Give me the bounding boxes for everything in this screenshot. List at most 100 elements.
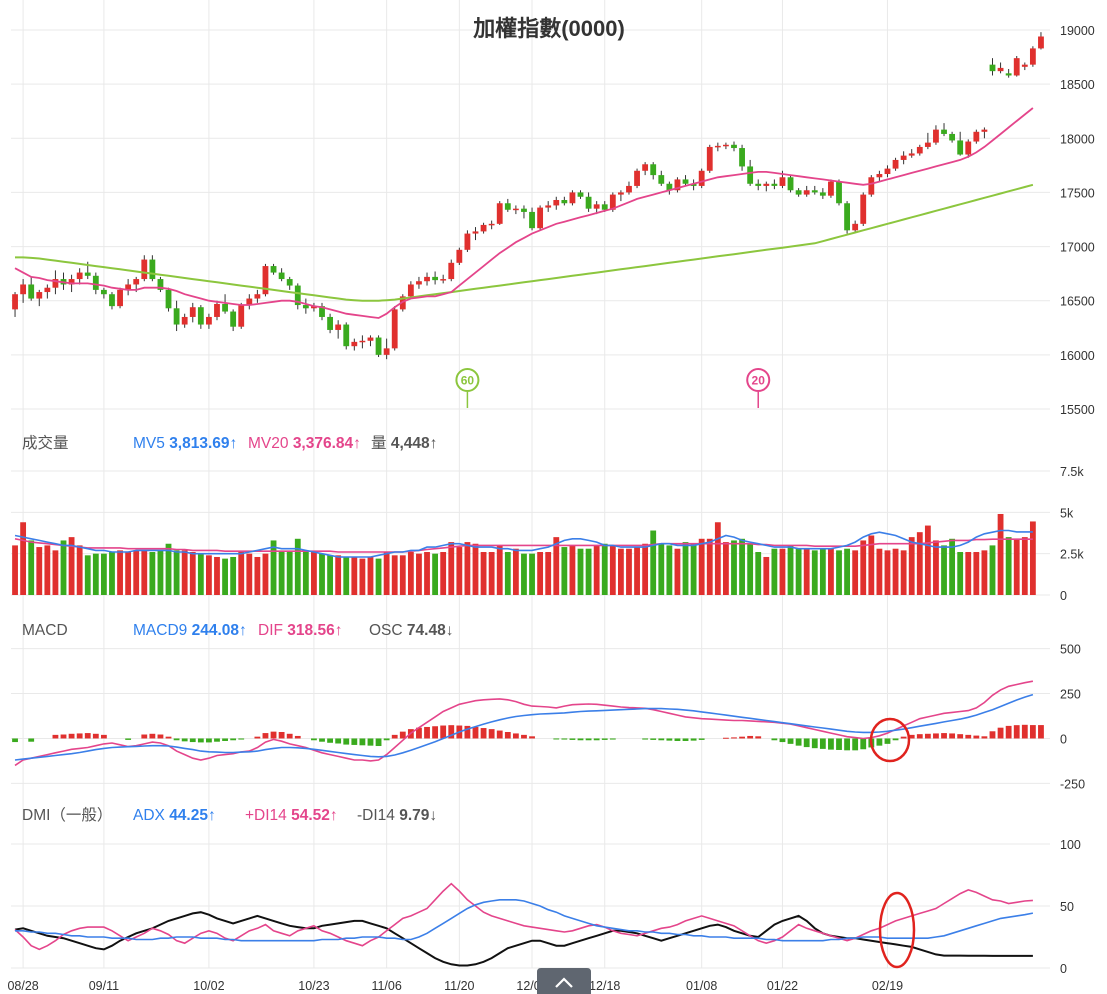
volume-bar xyxy=(512,548,519,595)
volume-bar xyxy=(197,553,204,595)
osc-bar xyxy=(819,738,826,749)
osc-bar xyxy=(214,738,220,742)
osc-bar xyxy=(311,738,317,741)
candle-body xyxy=(448,262,455,280)
volume-bar xyxy=(141,550,148,595)
osc-bar xyxy=(900,736,907,739)
dmi-y-axis: 0 50 100 xyxy=(1060,838,1081,976)
osc-bar xyxy=(771,738,778,741)
candle-body xyxy=(981,129,988,132)
volume-bar xyxy=(496,545,503,595)
volume-bar xyxy=(658,543,665,595)
osc-bar xyxy=(731,737,737,739)
candle-body xyxy=(383,348,390,355)
volume-bar xyxy=(900,550,907,595)
ma20-line xyxy=(14,107,1034,319)
osc-bar xyxy=(674,738,681,741)
candle-body xyxy=(472,231,479,234)
mv5-arrow: ↑ xyxy=(230,435,238,452)
osc-bar xyxy=(1021,724,1028,739)
osc-bar xyxy=(512,733,519,739)
vol-legend: 量 4,448↑ xyxy=(371,435,437,452)
osc-bar xyxy=(76,733,83,739)
osc-bar xyxy=(367,738,374,746)
candle-body xyxy=(302,305,309,309)
volume-bar xyxy=(149,552,156,595)
candle-body xyxy=(690,183,697,186)
mdi-legend: -DI14 9.79↓ xyxy=(357,807,437,824)
price-tick-label: 15500 xyxy=(1060,403,1095,417)
osc-bar xyxy=(399,731,406,739)
candle-body xyxy=(1038,36,1044,49)
volume-bar xyxy=(884,550,891,595)
candle-body xyxy=(714,145,721,148)
volume-bar xyxy=(270,540,277,595)
volume-bar xyxy=(529,553,535,595)
osc-bar xyxy=(1005,725,1012,739)
candle-body xyxy=(117,289,123,307)
scroll-tab-background[interactable] xyxy=(537,968,591,994)
volume-bar xyxy=(666,545,673,595)
volume-bar xyxy=(973,552,980,595)
volume-bar xyxy=(351,556,358,595)
volume-bar xyxy=(246,553,253,595)
osc-bar xyxy=(92,733,99,739)
osc-bar xyxy=(141,734,148,739)
osc-bar xyxy=(222,738,228,741)
volume-bar xyxy=(949,538,956,595)
osc-bar xyxy=(181,738,188,742)
candle-body xyxy=(262,266,269,295)
osc-bar xyxy=(424,726,430,739)
osc-bar xyxy=(844,738,850,751)
macd-tick-label: 500 xyxy=(1060,643,1081,657)
dif-name: DIF xyxy=(258,622,283,639)
volume-bar xyxy=(294,538,301,595)
osc-bar xyxy=(698,738,705,740)
candle-body xyxy=(359,340,366,343)
osc-bar xyxy=(739,736,745,739)
macd-label: MACD xyxy=(22,622,68,639)
candle-body xyxy=(706,146,713,171)
volume-bar xyxy=(173,550,180,595)
osc-bar xyxy=(440,725,447,739)
candle-body xyxy=(230,311,237,327)
candle-body xyxy=(609,194,616,210)
volume-bar xyxy=(222,558,228,595)
x-tick-label: 12/18 xyxy=(589,979,620,993)
macd9-name: MACD9 xyxy=(133,622,187,639)
volume-bar xyxy=(876,548,883,595)
volume-bar xyxy=(593,545,600,595)
osc-bar xyxy=(521,734,527,739)
chevron-up-icon[interactable] xyxy=(555,977,573,988)
dmi-tick-label: 50 xyxy=(1060,900,1074,914)
ma-marker-circle xyxy=(746,368,771,392)
candle-body xyxy=(521,208,527,212)
osc-legend: OSC 74.48↓ xyxy=(369,622,453,639)
osc-bar xyxy=(981,736,988,739)
osc-bar xyxy=(278,731,285,739)
candle-body xyxy=(924,142,931,147)
candle-body xyxy=(375,337,382,355)
candle-body xyxy=(811,190,818,193)
candle-body xyxy=(254,294,261,299)
osc-bar xyxy=(658,738,665,741)
mv20-legend: MV20 3,376.84↑ xyxy=(248,435,361,452)
osc-bar xyxy=(496,730,503,739)
dif-line xyxy=(14,680,1034,767)
candle-body xyxy=(173,308,180,325)
candle-body xyxy=(76,272,83,280)
osc-bar xyxy=(416,727,422,739)
volume-bar xyxy=(763,556,770,595)
osc-bar xyxy=(488,729,495,739)
candle-body xyxy=(496,203,503,224)
volume-bar xyxy=(1005,537,1012,595)
scroll-up-tab[interactable] xyxy=(537,968,591,994)
osc-bar xyxy=(852,738,859,751)
volume-bar xyxy=(836,550,842,595)
osc-bar xyxy=(1029,725,1036,739)
candle-body xyxy=(916,146,923,154)
mdi-arrow: ↓ xyxy=(429,807,437,824)
candle-body xyxy=(512,208,519,211)
osc-bar xyxy=(682,738,689,741)
volume-bar xyxy=(981,550,988,595)
